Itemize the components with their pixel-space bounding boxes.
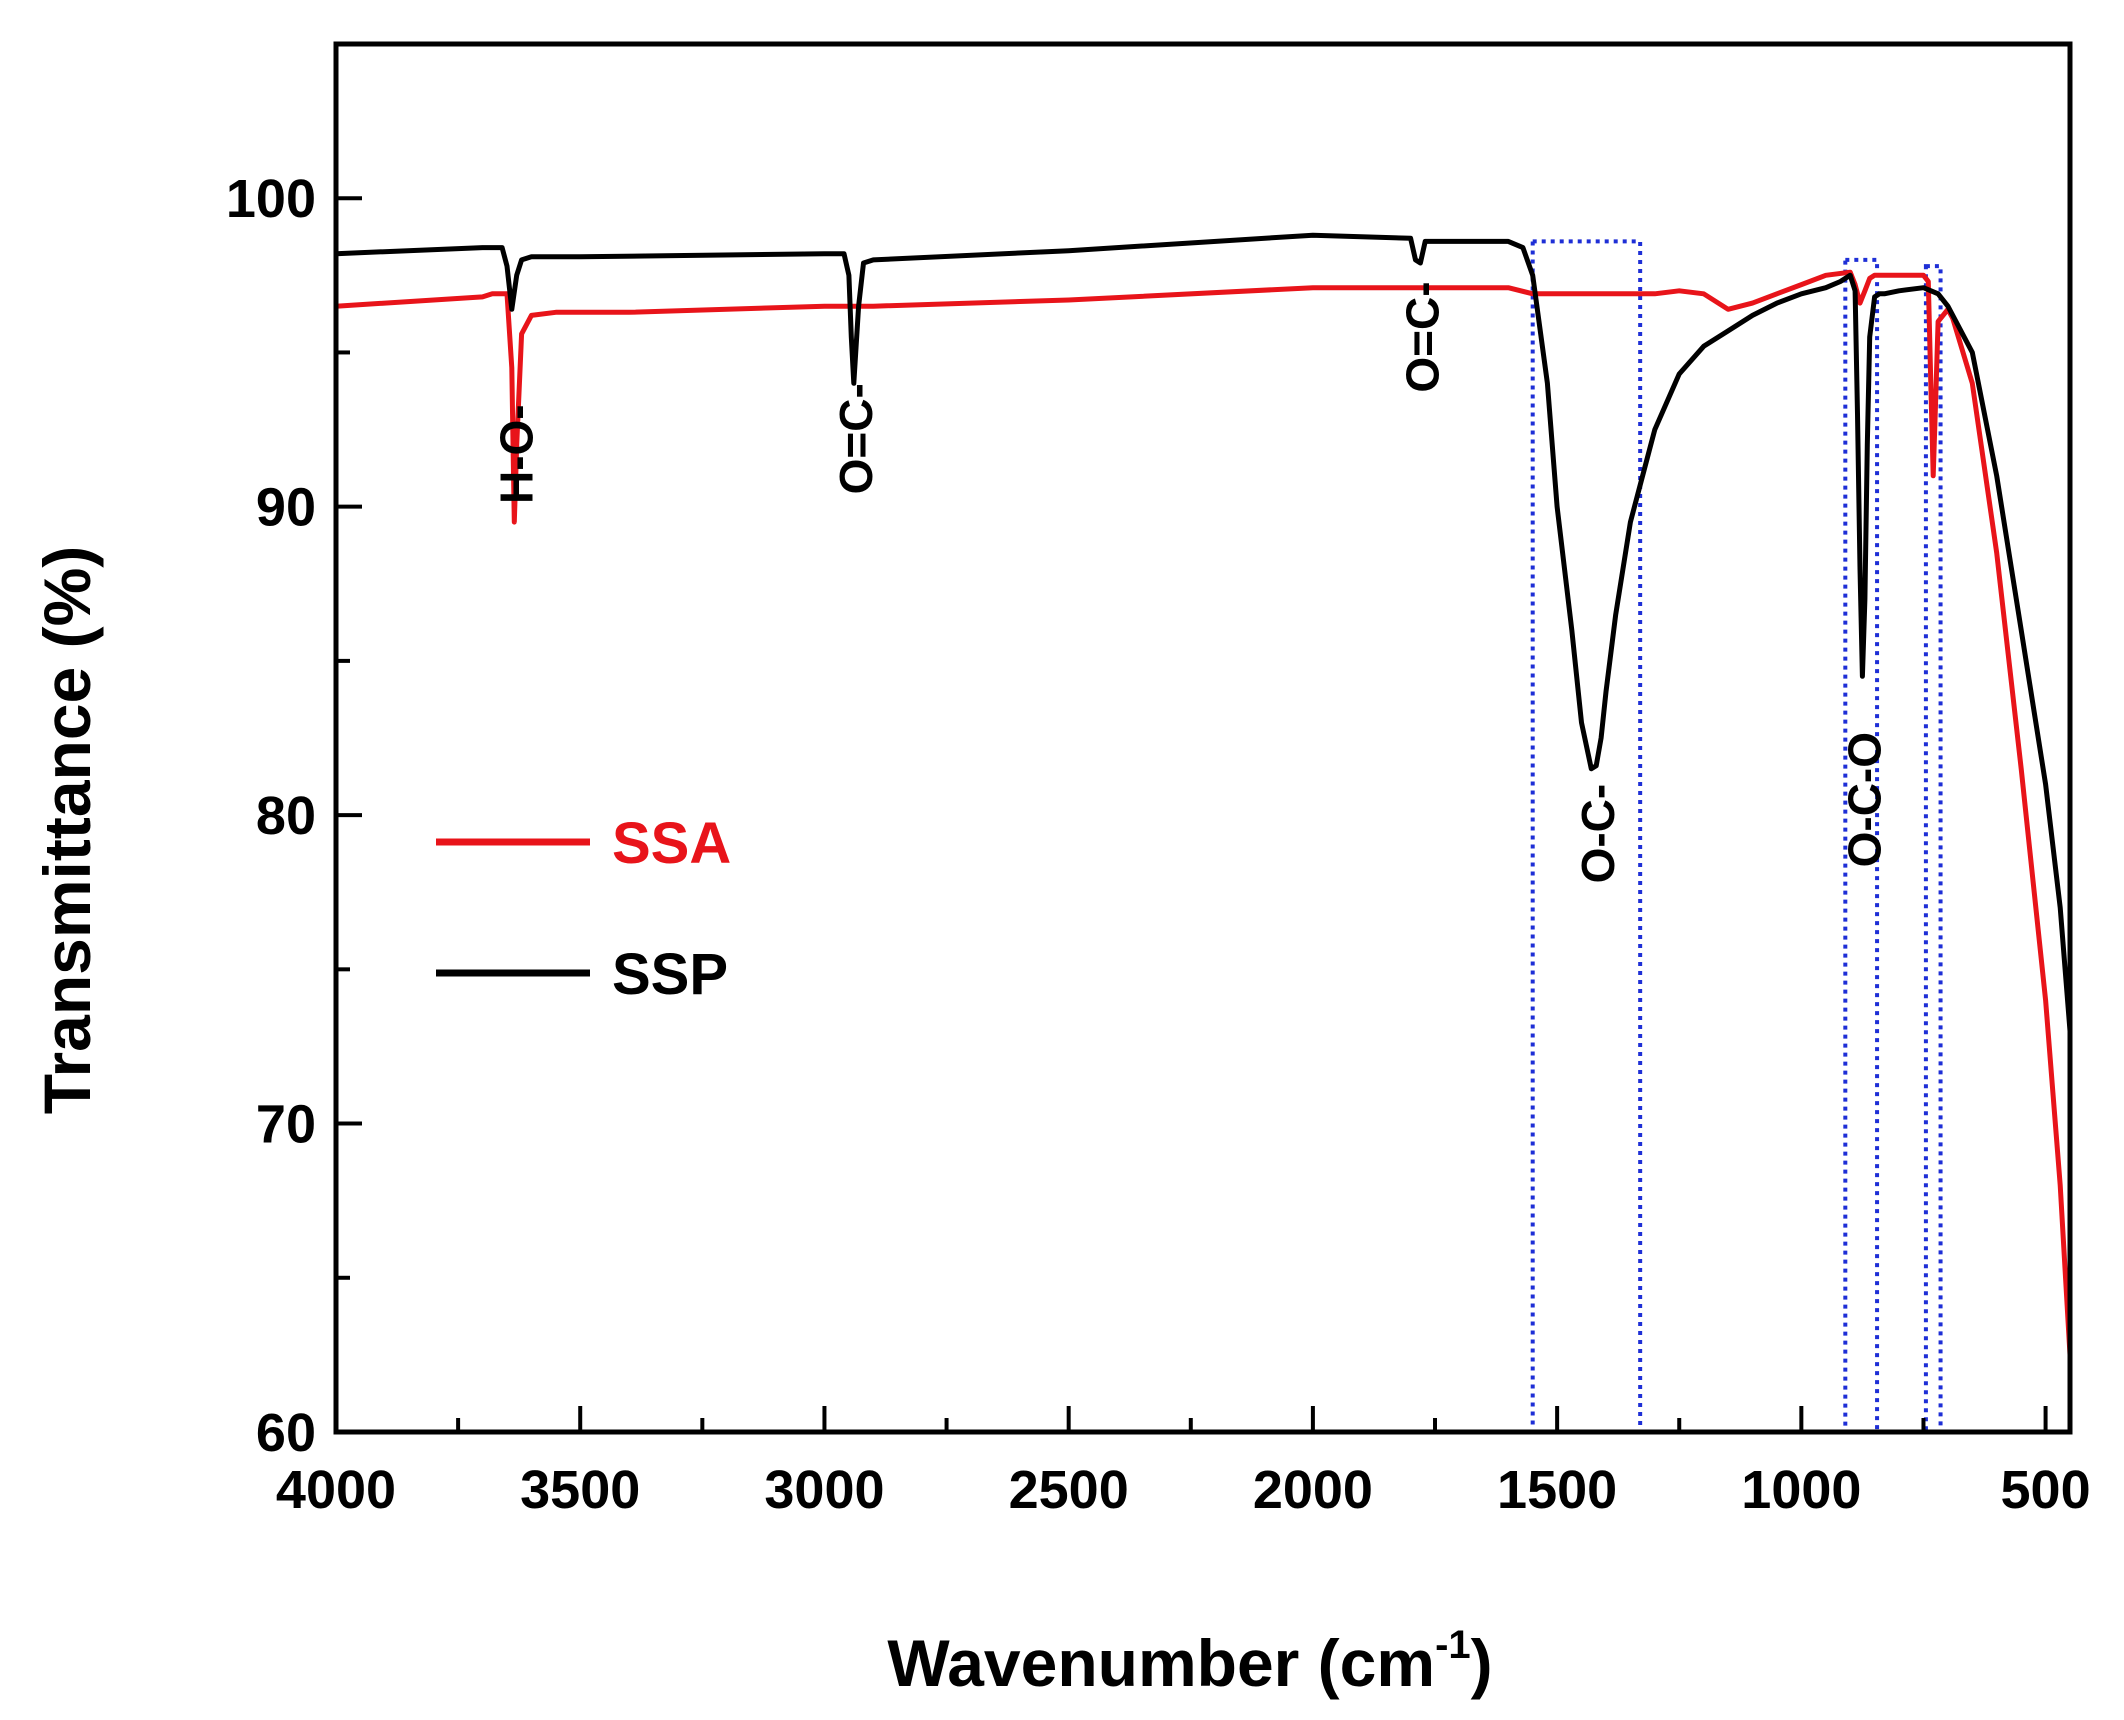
peak-annotations: H-O- O=C- O=C- O-C- O-C-O [490,281,1890,883]
series-lines [335,232,2073,1356]
x-axis-title: Wavenumber (cm-1) [887,1623,1492,1700]
highlight-region-2 [1843,257,1880,1434]
peak-label-oco: O-C-O [1838,732,1890,867]
plot-frame [333,41,2073,1435]
x-tick-label-3500: 3500 [520,1460,640,1520]
x-tick-label-1000: 1000 [1741,1460,1861,1520]
x-tick-label-1500: 1500 [1497,1460,1617,1520]
peak-label-ho: H-O- [490,404,542,504]
highlight-region-3 [1923,264,1943,1435]
axes: 4000 3500 3000 2500 2000 1500 1000 500 60 70 80 90 1… [226,41,2091,1520]
series-line-ssp [335,232,2073,1032]
y-tick-label-70: 70 [256,1095,316,1155]
legend: SSA SSP [436,811,731,1007]
y-tick-label-90: 90 [256,478,316,538]
series-line-ssa [335,269,2073,1356]
x-tick-label-500: 500 [2001,1460,2091,1520]
y-tick-label-80: 80 [256,786,316,846]
peak-label-oc: O=C- [1396,281,1448,392]
peak-label-oc: O-C- [1572,784,1624,884]
x-tick-label-2000: 2000 [1253,1460,1373,1520]
y-tick-label-100: 100 [226,169,316,229]
x-tick-label-4000: 4000 [276,1460,396,1520]
x-tick-label-2500: 2500 [1009,1460,1129,1520]
y-axis-title: Transmittance (%) [30,546,104,1114]
x-tick-label-3000: 3000 [764,1460,884,1520]
legend-label-ssp: SSP [612,942,728,1007]
legend-label-ssa: SSA [612,811,731,876]
peak-label-oc: O=C- [830,383,882,494]
y-tick-label-60: 60 [256,1403,316,1463]
